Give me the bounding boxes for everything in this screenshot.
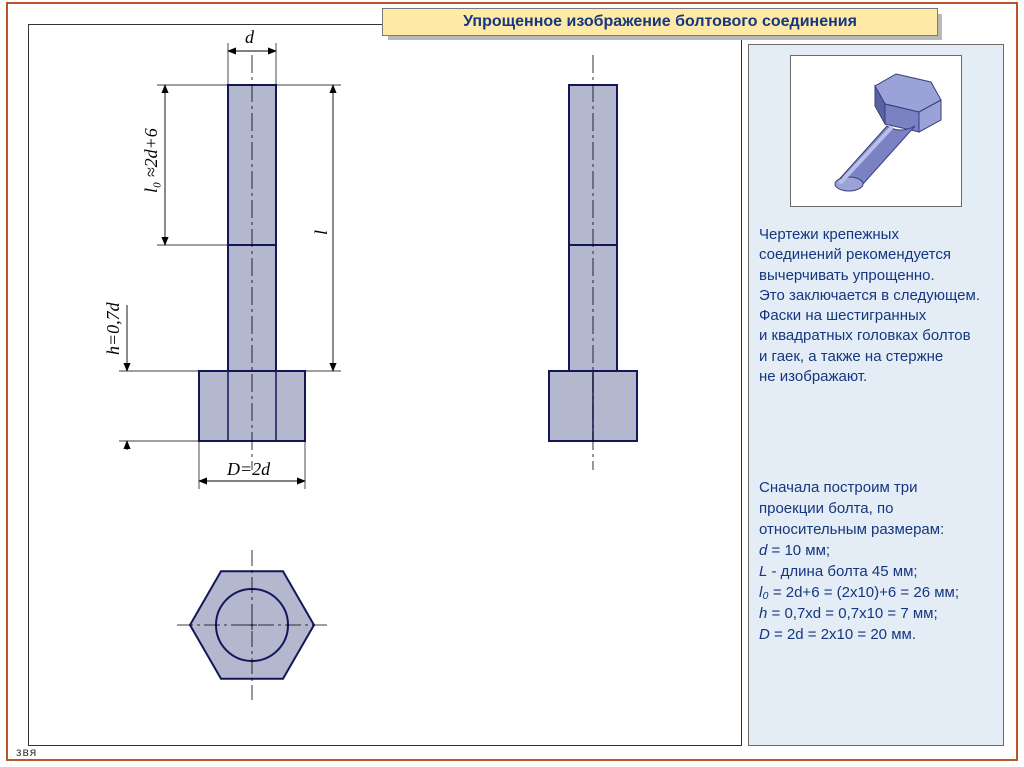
- title-banner: Упрощенное изображение болтового соедине…: [382, 8, 942, 36]
- dim-h: h=0,7d: [103, 301, 199, 450]
- label-l0: l₀ ≈2d+6: [141, 128, 161, 193]
- technical-drawing: d l l₀ ≈2d+6 h=0,7d D=2d: [29, 25, 741, 745]
- panel-text-2: Сначала построим трипроекции болта, поот…: [759, 477, 993, 645]
- label-d: d: [245, 27, 255, 47]
- dim-l: l: [276, 85, 341, 371]
- title-text: Упрощенное изображение болтового соедине…: [463, 13, 857, 30]
- bolt-iso-thumb: [790, 55, 962, 207]
- side-view: [549, 55, 637, 470]
- front-view: [199, 55, 305, 470]
- footer-label: звя: [16, 745, 37, 759]
- drawing-area: d l l₀ ≈2d+6 h=0,7d D=2d: [28, 24, 742, 746]
- label-l: l: [311, 230, 331, 235]
- bottom-view: [177, 550, 327, 700]
- dim-l0: l₀ ≈2d+6: [141, 85, 228, 245]
- side-panel: Чертежи крепежныхсоединений рекомендуетс…: [748, 44, 1004, 746]
- label-D: D=2d: [226, 459, 271, 479]
- panel-text-1: Чертежи крепежныхсоединений рекомендуетс…: [759, 225, 993, 387]
- bolt-iso-svg: [791, 56, 961, 206]
- title-box: Упрощенное изображение болтового соедине…: [382, 8, 938, 36]
- label-h: h=0,7d: [103, 301, 123, 355]
